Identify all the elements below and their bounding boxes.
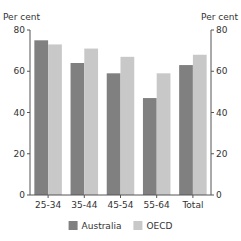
tick bbox=[27, 71, 30, 72]
tick bbox=[211, 71, 214, 72]
y2-label: Per cent bbox=[201, 12, 238, 22]
chart: 0 20 40 60 80 0 20 40 60 80 25-34 35-44 45-54 55-64 To… bbox=[0, 0, 241, 241]
tick-label: 60 bbox=[13, 66, 25, 76]
legend-swatch bbox=[133, 221, 142, 230]
x-tick bbox=[120, 195, 121, 198]
tick-label: 20 bbox=[216, 149, 228, 159]
legend-item: Australia bbox=[69, 221, 122, 231]
tick-label: 80 bbox=[13, 25, 25, 35]
x-tick bbox=[48, 195, 49, 198]
tick-label: 60 bbox=[216, 66, 228, 76]
tick-label: 40 bbox=[216, 108, 228, 118]
tick bbox=[211, 30, 214, 31]
bar bbox=[121, 57, 135, 195]
category-label: 45-54 bbox=[107, 200, 133, 210]
tick-label: 80 bbox=[216, 25, 228, 35]
legend-label: OECD bbox=[146, 221, 172, 231]
y-label: Per cent bbox=[3, 12, 40, 22]
bar bbox=[48, 44, 62, 195]
category-label: 25-34 bbox=[35, 200, 61, 210]
category-label: 35-44 bbox=[71, 200, 97, 210]
tick bbox=[211, 112, 214, 113]
x-tick bbox=[84, 195, 85, 198]
legend-label: Australia bbox=[82, 221, 122, 231]
tick-label: 0 bbox=[216, 190, 222, 200]
legend-swatch bbox=[69, 221, 78, 230]
legend: Australia OECD bbox=[69, 221, 173, 231]
x-tick bbox=[156, 195, 157, 198]
tick bbox=[211, 153, 214, 154]
category-label: Total bbox=[181, 200, 203, 210]
category-label: 55-64 bbox=[144, 200, 170, 210]
tick bbox=[27, 195, 30, 196]
bar bbox=[179, 65, 193, 195]
legend-item: OECD bbox=[133, 221, 172, 231]
tick-label: 0 bbox=[19, 190, 25, 200]
bar bbox=[107, 73, 121, 195]
tick bbox=[27, 153, 30, 154]
x-tick bbox=[192, 195, 193, 198]
bar bbox=[193, 55, 207, 195]
bar bbox=[34, 40, 48, 195]
tick-label: 40 bbox=[13, 108, 25, 118]
tick bbox=[27, 112, 30, 113]
bar bbox=[157, 73, 171, 195]
bar bbox=[143, 98, 157, 195]
bar bbox=[84, 49, 98, 195]
tick bbox=[211, 195, 214, 196]
bars bbox=[34, 40, 206, 195]
bar bbox=[71, 63, 85, 195]
tick-label: 20 bbox=[13, 149, 25, 159]
tick bbox=[27, 30, 30, 31]
